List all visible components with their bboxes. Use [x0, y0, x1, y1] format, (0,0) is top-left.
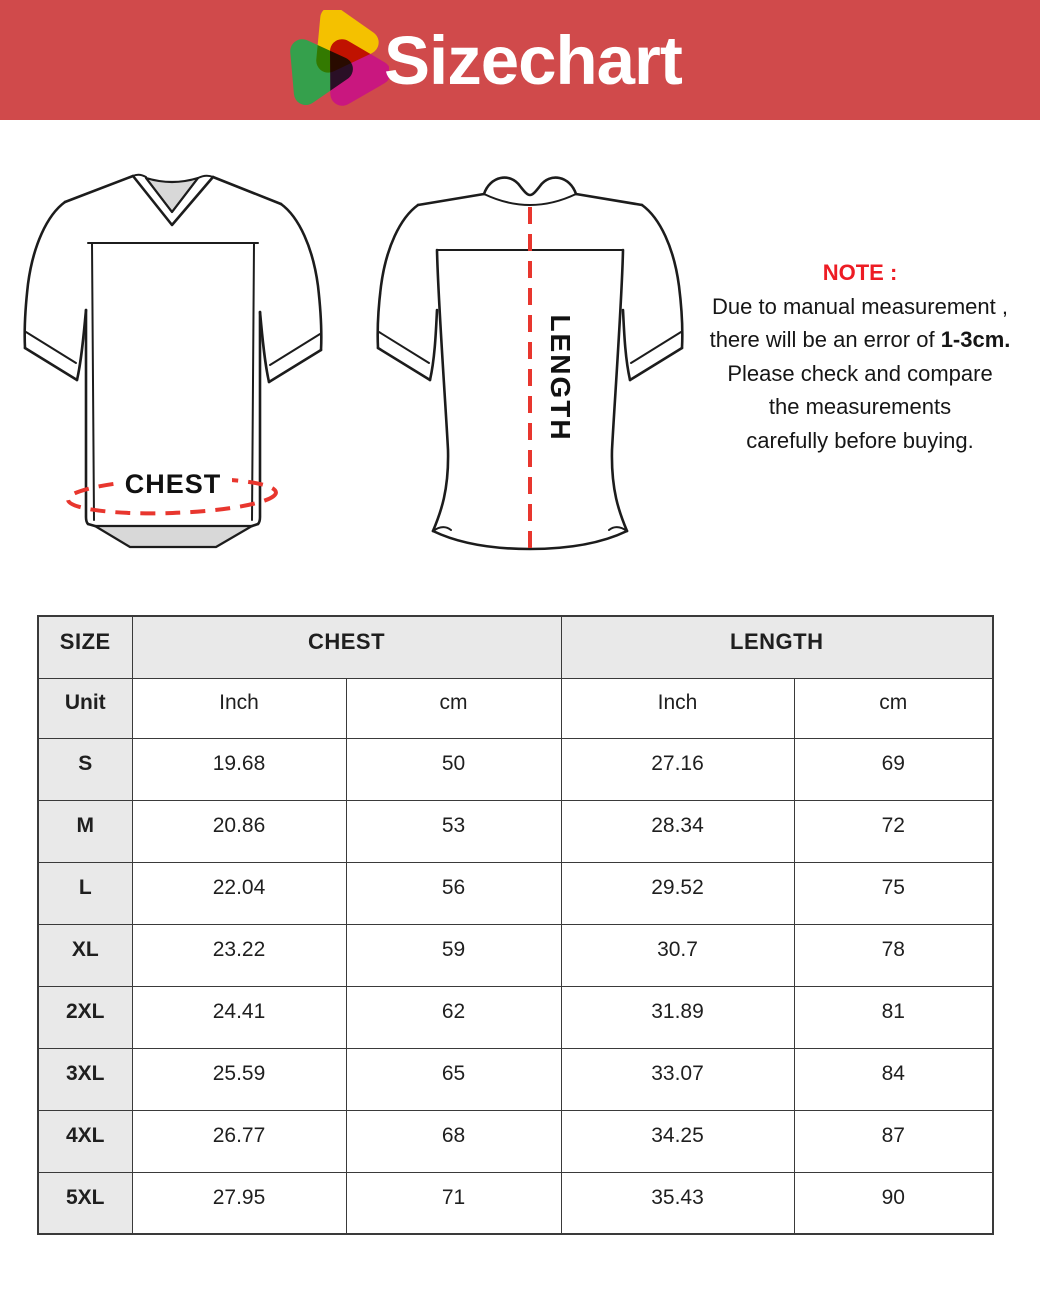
length-label: LENGTH	[545, 314, 576, 441]
jersey-front-illustration: CHEST	[23, 173, 323, 549]
table-cell: 65	[345, 1047, 562, 1111]
note-line-2: there will be an error of 1-3cm.	[688, 323, 1032, 357]
table-cell: 31.89	[560, 985, 795, 1049]
table-cell: 69	[793, 737, 994, 801]
brand-logo-icon	[290, 10, 389, 106]
chest-label: CHEST	[125, 469, 222, 499]
note-heading: NOTE :	[822, 260, 898, 285]
table-cell: 34.25	[560, 1109, 795, 1173]
table-row: 2XL 24.41 62 31.89 81	[37, 985, 994, 1049]
size-label: L	[37, 861, 133, 925]
table-cell: 59	[345, 923, 562, 987]
table-row: S 19.68 50 27.16 69	[37, 737, 994, 801]
note-line-5: carefully before buying.	[746, 427, 974, 453]
table-cell: 28.34	[560, 799, 795, 863]
table-cell: 29.52	[560, 861, 795, 925]
size-label: 2XL	[37, 985, 133, 1049]
table-cell: 81	[793, 985, 994, 1049]
table-header-row: SIZE CHEST LENGTH	[37, 615, 994, 679]
size-table: SIZE CHEST LENGTH Unit Inch cm Inch cm S…	[37, 615, 995, 1235]
chest-label-backdrop	[114, 470, 232, 499]
unit-length-inch: Inch	[560, 677, 795, 739]
size-label: 5XL	[37, 1171, 133, 1235]
unit-label: Unit	[37, 677, 133, 739]
table-cell: 68	[345, 1109, 562, 1173]
header-banner: Sizechart	[0, 0, 1040, 120]
note-line-2-text: there will be an error of	[709, 327, 941, 352]
table-cell: 72	[793, 799, 994, 863]
table-cell: 90	[793, 1171, 994, 1235]
table-cell: 84	[793, 1047, 994, 1111]
table-cell: 71	[345, 1171, 562, 1235]
table-cell: 53	[345, 799, 562, 863]
front-hem-inset	[93, 524, 254, 549]
table-cell: 30.7	[560, 923, 795, 987]
note-line-3: Please check and compare	[727, 360, 993, 386]
size-label: S	[37, 737, 133, 801]
page-title: Sizechart	[384, 21, 683, 99]
header-size: SIZE	[37, 615, 133, 679]
size-label: 3XL	[37, 1047, 133, 1111]
table-cell: 19.68	[131, 737, 347, 801]
table-cell: 27.16	[560, 737, 795, 801]
table-row: L 22.04 56 29.52 75	[37, 861, 994, 925]
size-label: 4XL	[37, 1109, 133, 1173]
table-row: 4XL 26.77 68 34.25 87	[37, 1109, 994, 1173]
size-label: XL	[37, 923, 133, 987]
table-cell: 22.04	[131, 861, 347, 925]
table-row: 3XL 25.59 65 33.07 84	[37, 1047, 994, 1111]
table-unit-row: Unit Inch cm Inch cm	[37, 677, 994, 739]
unit-length-cm: cm	[793, 677, 994, 739]
table-cell: 20.86	[131, 799, 347, 863]
header-chest: CHEST	[131, 615, 562, 679]
table-cell: 23.22	[131, 923, 347, 987]
size-label: M	[37, 799, 133, 863]
table-cell: 78	[793, 923, 994, 987]
table-cell: 56	[345, 861, 562, 925]
table-cell: 35.43	[560, 1171, 795, 1235]
note-line-2-bold: 1-3cm.	[940, 327, 1011, 352]
unit-chest-cm: cm	[345, 677, 562, 739]
header-length: LENGTH	[560, 615, 994, 679]
table-row: 5XL 27.95 71 35.43 90	[37, 1171, 994, 1235]
note-block: NOTE : Due to manual measurement , there…	[688, 256, 1032, 457]
table-cell: 24.41	[131, 985, 347, 1049]
table-row: M 20.86 53 28.34 72	[37, 799, 994, 863]
table-cell: 50	[345, 737, 562, 801]
note-line-4: the measurements	[768, 394, 952, 419]
table-cell: 27.95	[131, 1171, 347, 1235]
chest-measure-ellipse	[66, 476, 278, 516]
jersey-back-illustration: LENGTH	[376, 176, 684, 551]
note-line-1: Due to manual measurement ,	[712, 293, 1008, 319]
unit-chest-inch: Inch	[131, 677, 347, 739]
table-cell: 25.59	[131, 1047, 347, 1111]
table-cell: 75	[793, 861, 994, 925]
table-cell: 33.07	[560, 1047, 795, 1111]
table-cell: 62	[345, 985, 562, 1049]
table-row: XL 23.22 59 30.7 78	[37, 923, 994, 987]
table-cell: 87	[793, 1109, 994, 1173]
table-cell: 26.77	[131, 1109, 347, 1173]
